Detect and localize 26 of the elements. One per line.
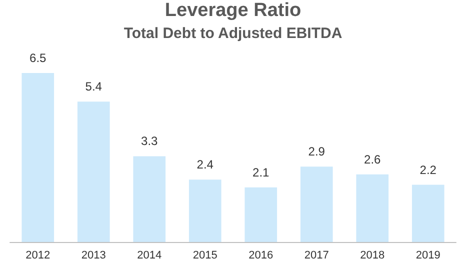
data-label: 2.4 (196, 158, 214, 172)
bar (244, 187, 278, 242)
x-tick-label: 2015 (192, 250, 218, 262)
x-tick-label: 2012 (26, 250, 50, 262)
x-tick-label: 2017 (304, 250, 329, 262)
data-label: 5.4 (85, 80, 102, 94)
data-label: 3.3 (141, 134, 158, 148)
data-label: 2.9 (308, 144, 326, 159)
chart-title: Leverage Ratio (164, 0, 302, 21)
bar (77, 102, 110, 242)
bar (133, 156, 166, 242)
x-tick-label: 2014 (137, 250, 162, 262)
data-label: 2.1 (252, 165, 270, 180)
bar (188, 180, 222, 242)
x-tick-label: 2016 (248, 250, 274, 262)
chart-subtitle: Total Debt to Adjusted EBITDA (124, 25, 342, 42)
bar (356, 174, 389, 242)
data-label: 2.2 (420, 162, 437, 177)
bar (22, 73, 54, 242)
data-label: 2.6 (364, 152, 382, 166)
data-label: 6.5 (30, 51, 47, 65)
bar (300, 166, 333, 242)
x-tick-label: 2013 (81, 250, 106, 262)
x-tick-label: 2019 (416, 250, 440, 262)
x-tick-label: 2018 (360, 250, 385, 262)
bar (412, 184, 444, 242)
